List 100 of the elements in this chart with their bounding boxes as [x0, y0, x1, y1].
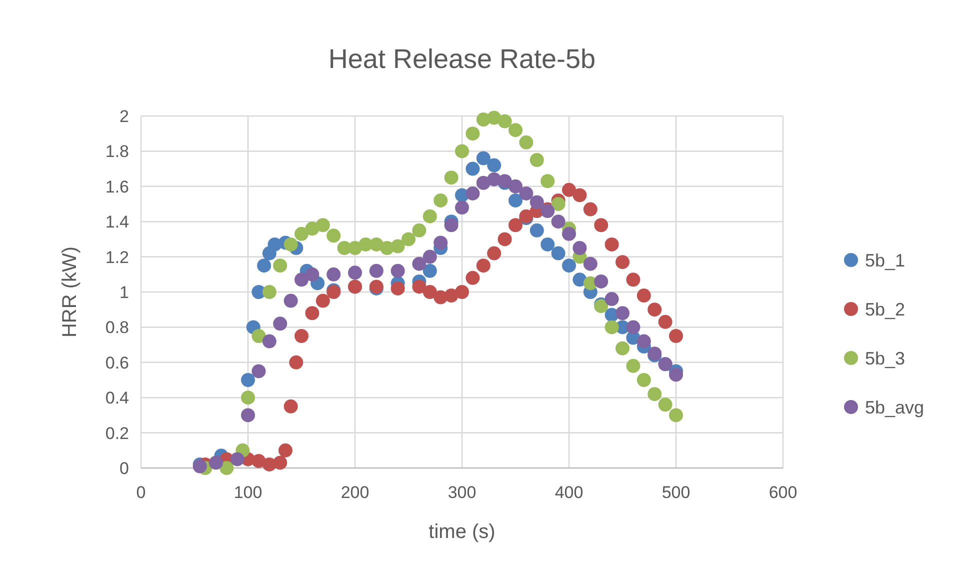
x-tick-label: 600 — [768, 483, 798, 502]
point — [604, 237, 619, 252]
point — [530, 195, 544, 210]
point — [262, 334, 276, 348]
point — [294, 329, 308, 343]
y-tick-label: 0.8 — [105, 318, 129, 338]
point — [284, 399, 298, 414]
point — [594, 274, 608, 288]
point — [241, 408, 255, 422]
y-tick-label: 1 — [120, 282, 129, 302]
point — [273, 456, 288, 470]
point — [562, 182, 576, 197]
point — [498, 232, 512, 246]
point — [294, 272, 308, 287]
y-tick-label: 1.2 — [105, 248, 129, 267]
point — [669, 408, 683, 422]
point — [616, 341, 630, 356]
point — [572, 272, 587, 287]
point — [508, 193, 522, 208]
point — [583, 202, 598, 216]
point — [390, 239, 405, 254]
point — [476, 258, 490, 273]
point — [626, 272, 640, 287]
point — [626, 358, 640, 373]
x-tick-label: 200 — [340, 483, 370, 502]
point — [348, 266, 362, 280]
point — [241, 390, 255, 405]
y-axis-title: HRR (kW) — [59, 246, 81, 338]
point — [648, 387, 662, 402]
point — [316, 218, 330, 232]
point — [669, 368, 683, 382]
point — [412, 280, 426, 294]
point — [487, 246, 502, 260]
point — [658, 314, 672, 329]
point — [616, 306, 630, 320]
y-tick-label: 2 — [120, 106, 129, 126]
point — [434, 193, 448, 208]
point — [562, 258, 576, 273]
point — [636, 334, 651, 348]
point — [316, 294, 330, 308]
point — [262, 285, 276, 299]
point — [422, 264, 437, 278]
point — [508, 123, 522, 138]
point — [252, 364, 266, 378]
point — [540, 174, 555, 188]
point — [348, 241, 362, 255]
point — [508, 218, 522, 232]
point — [626, 320, 640, 334]
point — [669, 329, 683, 343]
point — [369, 264, 384, 278]
point — [455, 200, 469, 215]
x-tick-label: 400 — [554, 483, 584, 502]
y-tick-label: 1.8 — [105, 142, 129, 162]
y-tick-label: 0.6 — [105, 353, 129, 372]
legend-label: 5b_3 — [865, 348, 906, 368]
point — [487, 158, 502, 172]
chart-title: Heat Release Rate-5b — [328, 44, 596, 74]
point — [422, 250, 437, 264]
point — [208, 456, 223, 470]
point — [551, 214, 566, 229]
point — [252, 329, 266, 343]
point — [572, 188, 587, 202]
point — [594, 218, 608, 232]
point — [230, 452, 244, 466]
point — [305, 222, 320, 236]
point — [508, 179, 522, 194]
point — [519, 135, 534, 150]
point — [390, 264, 405, 278]
point — [530, 153, 544, 167]
point — [551, 197, 566, 211]
x-tick-label: 100 — [234, 483, 262, 502]
point — [444, 218, 458, 232]
legend-label: 5b_2 — [865, 299, 906, 320]
point — [273, 316, 288, 331]
point — [466, 162, 480, 176]
y-tick-label: 0.2 — [105, 424, 129, 443]
point — [604, 292, 619, 306]
point — [412, 256, 426, 271]
point — [616, 255, 630, 270]
point — [466, 186, 480, 200]
y-tick-label: 0 — [120, 458, 129, 478]
point — [434, 236, 448, 250]
point — [476, 151, 490, 166]
point — [604, 320, 619, 334]
point — [273, 258, 288, 273]
point — [422, 209, 437, 224]
point — [572, 241, 587, 255]
legend-label: 5b_1 — [865, 250, 906, 270]
point — [487, 110, 502, 125]
point — [402, 232, 416, 246]
point — [289, 355, 304, 370]
y-tick-label: 1.6 — [105, 177, 129, 196]
point — [636, 288, 651, 303]
point — [252, 454, 266, 468]
point — [257, 258, 272, 273]
point — [530, 223, 544, 238]
point — [583, 256, 598, 271]
point — [519, 186, 534, 200]
legend-label: 5b_avg — [865, 397, 924, 418]
point — [305, 306, 320, 320]
